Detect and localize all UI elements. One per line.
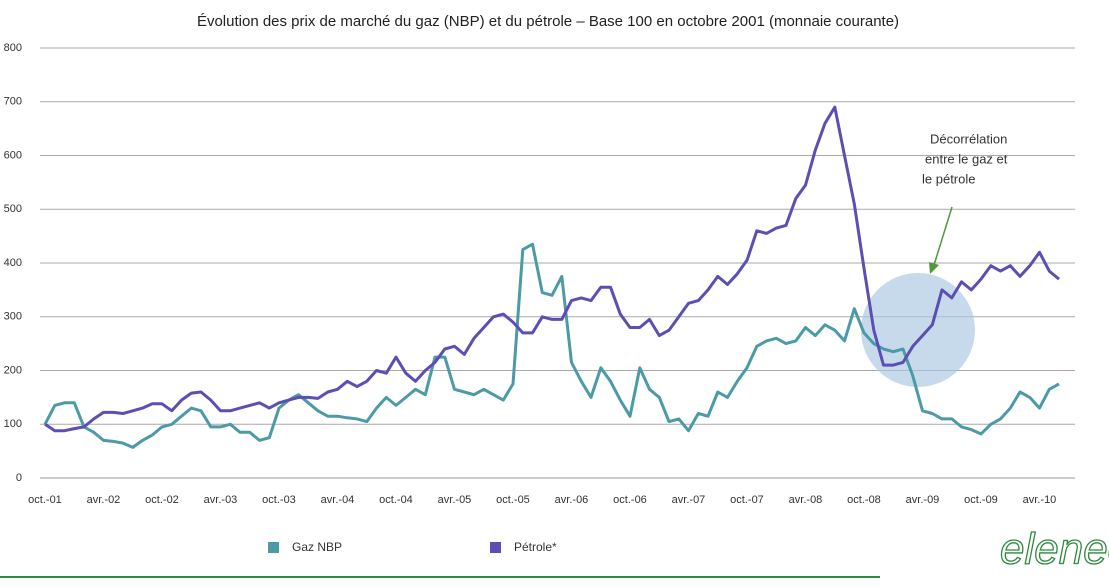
y-tick-label: 400 xyxy=(4,257,22,269)
annotation: entre le gaz et xyxy=(925,151,1008,166)
x-tick-label: avr.-08 xyxy=(789,494,823,506)
y-tick-label: 500 xyxy=(4,203,22,215)
x-tick-label: oct.-05 xyxy=(496,494,530,506)
legend-swatch xyxy=(490,542,501,553)
x-tick-label: oct.-08 xyxy=(847,494,881,506)
legend-swatch xyxy=(268,542,279,553)
x-tick-label: avr.-04 xyxy=(321,494,355,506)
y-tick-label: 600 xyxy=(4,149,22,161)
x-tick-label: avr.-06 xyxy=(555,494,589,506)
x-tick-label: avr.-09 xyxy=(906,494,940,506)
x-tick-label: oct.-09 xyxy=(964,494,998,506)
x-tick-label: avr.-02 xyxy=(87,494,121,506)
y-tick-label: 800 xyxy=(4,42,22,54)
y-tick-label: 100 xyxy=(4,418,22,430)
x-tick-label: oct.-02 xyxy=(145,494,179,506)
y-tick-label: 200 xyxy=(4,364,22,376)
x-tick-label: avr.-07 xyxy=(672,494,706,506)
plot xyxy=(43,105,1060,449)
arrow-head xyxy=(929,262,939,274)
y-tick-label: 300 xyxy=(4,311,22,323)
y-tick-label: 700 xyxy=(4,96,22,108)
annotation: Décorrélation xyxy=(930,131,1007,146)
annotation: le pétrole xyxy=(922,171,975,186)
legend-label: Pétrole* xyxy=(514,540,557,554)
x-tick-label: oct.-01 xyxy=(28,494,62,506)
x-tick-label: avr.-05 xyxy=(438,494,472,506)
x-tick-label: oct.-04 xyxy=(379,494,413,506)
series-line xyxy=(43,242,1060,449)
series-line xyxy=(44,105,1060,433)
x-tick-label: oct.-07 xyxy=(730,494,764,506)
y-tick-label: 0 xyxy=(16,472,22,484)
highlight-circle xyxy=(861,273,975,387)
x-tick-label: avr.-03 xyxy=(204,494,238,506)
x-tick-label: oct.-06 xyxy=(613,494,647,506)
chart-title: Évolution des prix de marché du gaz (NBP… xyxy=(197,13,899,30)
grid xyxy=(40,47,1075,479)
logo: eleneo xyxy=(1000,525,1109,574)
x-tick-label: oct.-03 xyxy=(262,494,296,506)
x-tick-label: avr.-10 xyxy=(1023,494,1057,506)
arrow xyxy=(933,206,953,266)
legend-label: Gaz NBP xyxy=(292,540,342,554)
